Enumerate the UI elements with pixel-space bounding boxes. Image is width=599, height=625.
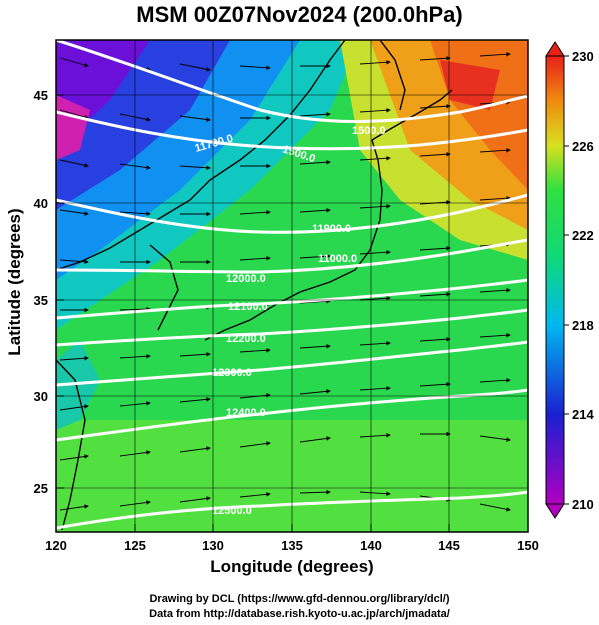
colorbar-top-arrow: [545, 41, 565, 57]
grid-lines: [56, 40, 528, 532]
x-tick-marks: [55, 524, 529, 532]
colorbar-tick-label: 218: [572, 318, 594, 333]
wind-row: [59, 489, 511, 512]
x-tick-label: 120: [45, 538, 67, 553]
colorbar-body: [545, 55, 565, 505]
y-tick-label: 40: [34, 196, 48, 211]
contour-label: 12300.0: [212, 367, 252, 379]
contour-label: 1500.0: [352, 125, 386, 137]
x-tick-label: 130: [202, 538, 224, 553]
colorbar-tick-label: 210: [572, 497, 594, 512]
coastlines: [56, 40, 453, 531]
credit-drawing: Drawing by DCL (https://www.gfd-dennou.o…: [149, 593, 450, 605]
colorbar-tick-label: 230: [572, 49, 594, 64]
credits-footer: Drawing by DCL (https://www.gfd-dennou.o…: [0, 592, 599, 622]
y-tick-label: 25: [34, 481, 48, 496]
y-tick-label: 35: [34, 293, 48, 308]
contour-label: 12100.0: [228, 301, 268, 313]
y-tick-label: 30: [34, 389, 48, 404]
contour-label: 12400.0: [226, 407, 266, 419]
contour-label: 11000.0: [318, 253, 357, 265]
colorbar-bottom-arrow: [545, 503, 565, 519]
wind-row: [59, 332, 511, 361]
plot-title: MSM 00Z07Nov2024 (200.0hPa): [136, 2, 463, 27]
contour-label: 12200.0: [226, 333, 266, 345]
colorbar: 230 226 222 218 214 210: [545, 41, 594, 519]
contour-label: 11900.0: [312, 223, 351, 235]
x-tick-label: 135: [281, 538, 303, 553]
y-tick-marks: [56, 94, 64, 489]
contour-label: 12500.0: [212, 505, 252, 517]
y-tick-labels: 25 30 35 40 45: [34, 88, 48, 496]
x-axis-label: Longitude (degrees): [210, 557, 374, 576]
colorbar-tick-label: 222: [572, 228, 594, 243]
y-tick-label: 45: [34, 88, 48, 103]
x-tick-label: 125: [124, 538, 146, 553]
colorbar-tick-label: 226: [572, 139, 594, 154]
contour-label: 12000.0: [226, 273, 266, 285]
y-axis-label: Latitude (degrees): [5, 208, 24, 356]
wind-row: [59, 431, 511, 461]
x-tick-labels: 120 125 130 135 140 145 150: [45, 538, 539, 553]
x-tick-label: 150: [517, 538, 539, 553]
wind-row: [59, 377, 511, 411]
x-tick-label: 145: [438, 538, 460, 553]
colorbar-tick-label: 214: [572, 407, 594, 422]
wind-vectors: [59, 51, 511, 512]
x-tick-label: 140: [360, 538, 382, 553]
credit-data: Data from http://database.rish.kyoto-u.a…: [149, 608, 450, 620]
